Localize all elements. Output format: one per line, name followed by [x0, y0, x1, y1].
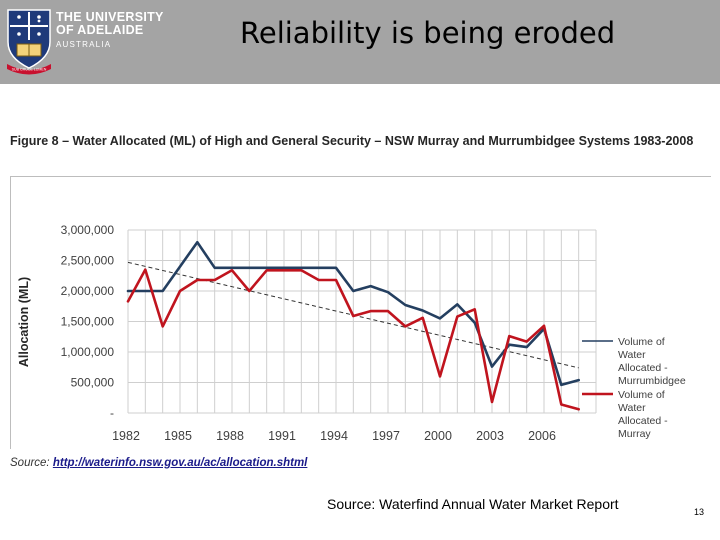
- figure-title: Figure 8 – Water Allocated (ML) of High …: [10, 134, 694, 148]
- x-tick-label: 2006: [528, 429, 556, 443]
- legend-label: Murray: [618, 428, 651, 440]
- y-tick-label: 500,000: [71, 376, 115, 390]
- y-axis-label: Allocation (ML): [17, 277, 31, 367]
- legend-label: Water: [618, 349, 646, 361]
- university-name: THE UNIVERSITY OF ADELAIDE AUSTRALIA: [56, 11, 164, 51]
- series-line-murray: [126, 268, 581, 411]
- legend-label: Volume of: [618, 336, 665, 348]
- x-tick-label: 2000: [424, 429, 452, 443]
- x-tick-label: 1982: [112, 429, 140, 443]
- figure-source-link[interactable]: http://waterinfo.nsw.gov.au/ac/allocatio…: [52, 457, 308, 469]
- footer-source: Source: Waterfind Annual Water Market Re…: [327, 496, 619, 512]
- x-tick-label: 1988: [216, 429, 244, 443]
- legend-label: Volume of: [618, 389, 665, 401]
- x-tick-label: 1985: [164, 429, 192, 443]
- university-crest-logo: SUB CRUCE LUMEN: [7, 9, 51, 75]
- y-tick-label: -: [110, 406, 114, 420]
- header-bar: SUB CRUCE LUMEN THE UNIVERSITY OF ADELAI…: [0, 0, 720, 84]
- series-line-murrumbidgee: [126, 240, 581, 387]
- legend-label: Murrumbidgee: [618, 375, 686, 387]
- x-tick-label: 1997: [372, 429, 400, 443]
- y-tick-label: 1,000,000: [61, 345, 115, 359]
- university-line-3: AUSTRALIA: [56, 40, 112, 49]
- x-tick-label: 1994: [320, 429, 348, 443]
- figure-source: Source: http://waterinfo.nsw.gov.au/ac/a…: [10, 457, 307, 469]
- logo-ribbon-text: SUB CRUCE LUMEN: [12, 68, 47, 72]
- university-line-1: THE UNIVERSITY: [56, 10, 164, 24]
- y-tick-label: 3,000,000: [61, 223, 115, 237]
- y-tick-label: 1,500,000: [61, 315, 115, 329]
- legend-label: Water: [618, 402, 646, 414]
- university-line-2: OF ADELAIDE: [56, 23, 144, 37]
- slide-title: Reliability is being eroded: [240, 16, 616, 50]
- y-tick-label: 2,000,000: [61, 284, 115, 298]
- x-tick-label: 1991: [268, 429, 296, 443]
- x-tick-label: 2003: [476, 429, 504, 443]
- figure-source-label: Source:: [10, 457, 50, 469]
- legend-label: Allocated -: [618, 362, 668, 374]
- legend-label: Allocated -: [618, 415, 668, 427]
- y-tick-label: 2,500,000: [61, 254, 115, 268]
- chart-frame: [10, 176, 711, 449]
- page-number: 13: [694, 507, 705, 517]
